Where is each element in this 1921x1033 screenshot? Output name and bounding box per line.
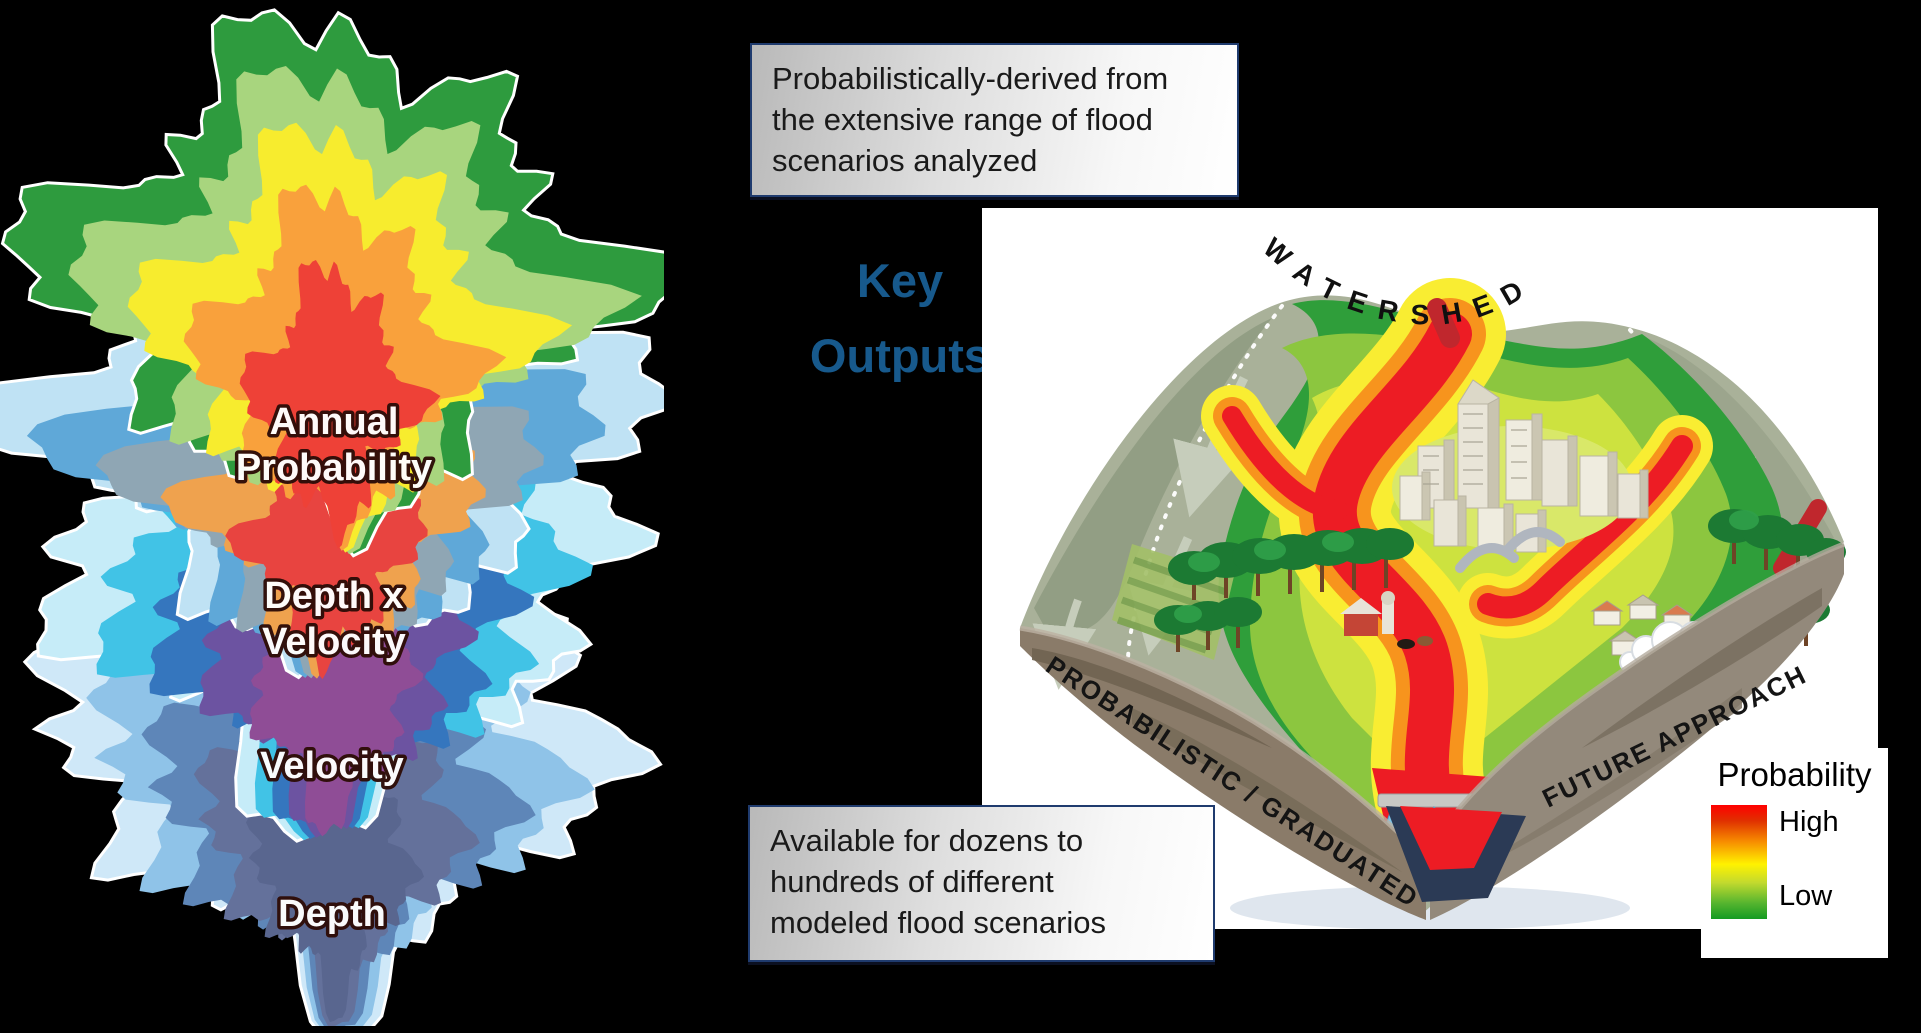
cliffs xyxy=(1019,541,1845,920)
note-line: Available for dozens to xyxy=(770,823,1084,858)
key-outputs-heading: Key Outputs xyxy=(746,243,1054,393)
layer-label-depth-x-velocity-1: Depth x xyxy=(264,575,403,617)
flood-layer-annual-probability xyxy=(0,8,664,558)
legend-high-label: High xyxy=(1779,806,1839,838)
key-outputs-line: Outputs xyxy=(809,329,991,382)
key-outputs-line: Key xyxy=(856,254,944,307)
note-line: hundreds of different xyxy=(770,864,1054,899)
layer-label-depth-x-velocity-2: Velocity xyxy=(262,621,406,663)
bridge-icon xyxy=(1455,527,1565,573)
layer-label-annual-2: Probability xyxy=(236,447,432,489)
farm-icon xyxy=(1340,591,1433,649)
legend-title: Probability xyxy=(1717,756,1872,793)
note-line: the extensive range of flood xyxy=(772,102,1153,137)
note-line: Probabilistically-derived from xyxy=(772,61,1169,96)
layer-label-depth: Depth xyxy=(278,893,386,935)
legend-gradient-bar xyxy=(1711,805,1767,919)
note-scenarios: Available for dozens to hundreds of diff… xyxy=(748,805,1215,962)
watershed-illustration-panel: PROBABILISTIC / GRADUATED FUTURE APPROAC… xyxy=(982,208,1878,930)
outlet-river xyxy=(1400,806,1502,870)
probability-legend: Probability High Low xyxy=(1701,748,1888,958)
note-line: modeled flood scenarios xyxy=(770,905,1107,940)
layer-label-annual-1: Annual xyxy=(270,401,399,443)
note-line: scenarios analyzed xyxy=(772,143,1038,178)
layer-label-velocity: Velocity xyxy=(260,745,404,787)
legend-low-label: Low xyxy=(1779,880,1833,912)
flood-layer-stack: Depth Velocity Depth x Velocity Annual P… xyxy=(0,8,664,1026)
note-probabilistic: Probabilistically-derived from the exten… xyxy=(750,43,1239,197)
watershed-scene: PROBABILISTIC / GRADUATED FUTURE APPROAC… xyxy=(1019,232,1846,930)
city-buildings xyxy=(1392,379,1649,553)
